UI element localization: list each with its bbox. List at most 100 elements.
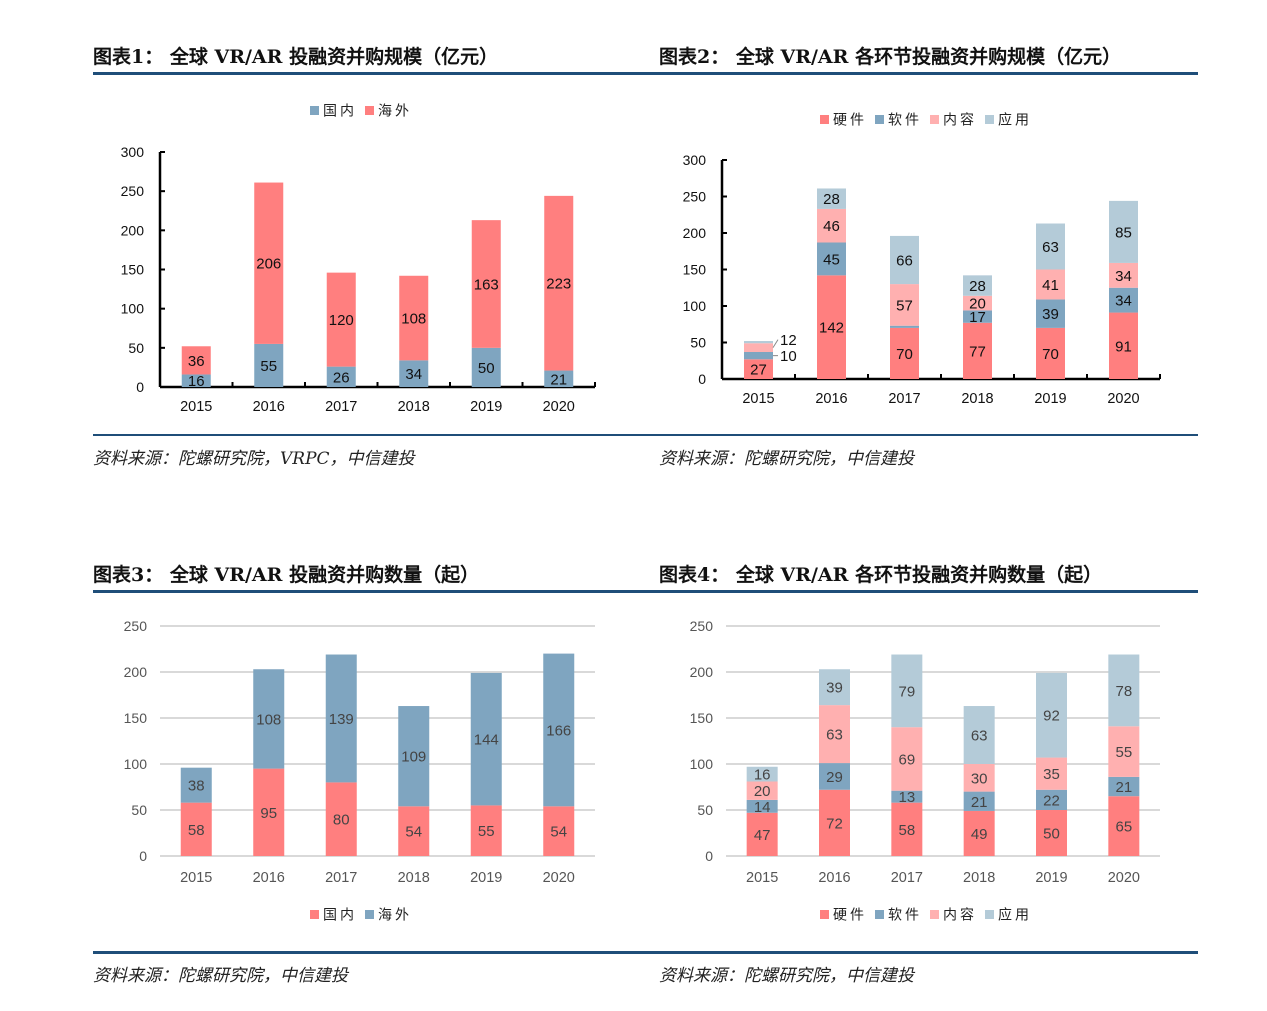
chart1-bar-segment xyxy=(399,360,429,387)
chart4-y-tick-label: 100 xyxy=(690,756,714,772)
chart4-legend-swatch xyxy=(875,910,884,919)
chart2-bar-segment xyxy=(890,327,919,379)
chart4-bar-segment xyxy=(1108,654,1140,727)
chart3-bar-segment xyxy=(398,806,430,856)
chart2-bar-segment xyxy=(1036,223,1065,270)
chart2-data-label: 63 xyxy=(1042,239,1059,256)
chart2-bar-segment xyxy=(817,275,846,379)
chart1-data-label: 21 xyxy=(550,371,567,388)
chart4-y-tick-label: 150 xyxy=(690,710,714,726)
chart2-data-label: 34 xyxy=(1115,293,1132,310)
figure-2-title: 图表2： 全球 VR/AR 各环节投融资并购规模（亿元） xyxy=(659,46,1122,68)
chart3-x-tick-label: 2017 xyxy=(325,870,357,886)
chart3-data-label: 139 xyxy=(329,711,354,728)
chart4-data-label: 35 xyxy=(1043,766,1060,783)
chart2-legend-swatch xyxy=(985,115,994,124)
chart4-x-tick-label: 2019 xyxy=(1035,870,1067,886)
chart2-legend-label: 硬件 xyxy=(833,113,867,129)
chart3-data-label: 38 xyxy=(188,778,205,795)
chart2-data-label: 70 xyxy=(896,346,913,363)
chart2-bar-segment xyxy=(890,235,919,285)
chart2-data-label: 17 xyxy=(969,309,986,326)
chart4-bar-segment xyxy=(1108,776,1140,797)
chart2-data-label-leader xyxy=(772,339,779,348)
chart1-bar-segment xyxy=(544,195,574,371)
chart4-data-label: 79 xyxy=(898,683,915,700)
chart1-bar-segment xyxy=(326,272,356,367)
chart1-bar-segment xyxy=(181,374,211,387)
chart4-x-tick-label: 2016 xyxy=(818,870,850,886)
chart3-x-tick-label: 2015 xyxy=(180,870,212,886)
chart2-bar-segment xyxy=(1109,312,1138,379)
chart4-legend-label: 应用 xyxy=(998,907,1032,924)
chart4-legend-label: 硬件 xyxy=(833,908,867,924)
chart4-data-label: 21 xyxy=(971,794,988,811)
chart3-data-label: 58 xyxy=(188,822,205,839)
chart1-legend-swatch xyxy=(365,106,374,115)
chart1-y-tick-label: 250 xyxy=(121,183,145,199)
chart4-legend-swatch xyxy=(820,910,829,919)
chart1-x-tick-label: 2017 xyxy=(325,399,357,415)
chart4-bar-segment xyxy=(819,763,850,790)
chart4-data-label: 63 xyxy=(971,728,988,745)
chart4-data-label: 58 xyxy=(898,822,915,839)
chart3-bar-segment xyxy=(180,802,212,856)
chart2-data-label: 77 xyxy=(969,343,986,360)
chart4-data-label: 13 xyxy=(898,789,915,806)
chart4-data-label: 20 xyxy=(754,783,771,800)
chart2-data-label: 41 xyxy=(1042,277,1059,294)
chart1-bar-segment xyxy=(399,275,429,361)
chart2-data-label: 57 xyxy=(896,297,913,314)
chart1-data-label: 50 xyxy=(478,360,495,377)
chart2-bar-segment xyxy=(817,242,846,276)
chart1-x-tick-label: 2020 xyxy=(543,399,575,415)
chart3-data-label: 166 xyxy=(546,722,571,739)
chart2-legend-swatch xyxy=(820,115,829,124)
chart4-x-tick-label: 2020 xyxy=(1108,870,1140,886)
chart3-x-tick-label: 2016 xyxy=(253,870,285,886)
chart4-data-label: 30 xyxy=(971,770,988,787)
chart2-legend-label: 应用 xyxy=(998,112,1032,129)
chart4-data-label: 29 xyxy=(826,769,843,786)
figure-4-title: 图表4： 全球 VR/AR 各环节投融资并购数量（起） xyxy=(659,564,1103,586)
chart1-y-tick-label: 200 xyxy=(121,222,145,238)
chart3-y-tick-label: 150 xyxy=(124,710,148,726)
chart3-x-tick-label: 2019 xyxy=(470,870,502,886)
chart2-data-label: 66 xyxy=(896,253,913,270)
chart1-data-label: 34 xyxy=(405,366,422,383)
chart4-data-label: 16 xyxy=(754,767,771,784)
chart1-data-label: 120 xyxy=(329,312,354,329)
chart2-x-tick-label: 2018 xyxy=(961,391,993,407)
chart1-legend-label: 国内 xyxy=(323,104,357,120)
chart4-bar-segment xyxy=(746,812,778,856)
chart4-y-tick-label: 250 xyxy=(690,618,714,634)
chart2-bar-segment xyxy=(890,325,919,328)
chart3-y-tick-label: 50 xyxy=(131,802,147,818)
chart3-bar-segment xyxy=(325,654,357,783)
chart4-x-tick-label: 2017 xyxy=(891,870,923,886)
chart4-data-label: 22 xyxy=(1043,792,1060,809)
chart1-data-label: 108 xyxy=(401,311,426,328)
chart2-bar-segment xyxy=(963,275,992,296)
chart4-legend-label: 软件 xyxy=(888,908,922,924)
chart1-y-tick-label: 100 xyxy=(121,301,145,317)
chart1-data-label: 16 xyxy=(188,373,205,390)
chart2-y-tick-label: 100 xyxy=(683,298,707,314)
chart4-bar-segment xyxy=(1036,672,1067,758)
chart3-bar-segment xyxy=(253,768,285,856)
chart2-y-tick-label: 200 xyxy=(683,225,707,241)
chart1-data-label: 206 xyxy=(256,256,281,273)
chart2-bar-segment xyxy=(1109,287,1138,313)
chart2-legend-label: 内容 xyxy=(943,112,977,129)
chart4-bar-segment xyxy=(891,654,923,728)
chart2-bar-segment xyxy=(744,359,773,379)
chart1-legend-swatch xyxy=(310,106,319,115)
chart2-bar-segment xyxy=(1036,269,1065,300)
chart4-bar-segment xyxy=(1036,789,1067,810)
chart4-legend-swatch xyxy=(985,910,994,919)
chart4-bar-segment xyxy=(891,802,923,856)
chart4-y-tick-label: 50 xyxy=(697,802,713,818)
chart3-legend-label: 海外 xyxy=(378,908,412,924)
chart1-y-tick-label: 0 xyxy=(136,379,144,395)
